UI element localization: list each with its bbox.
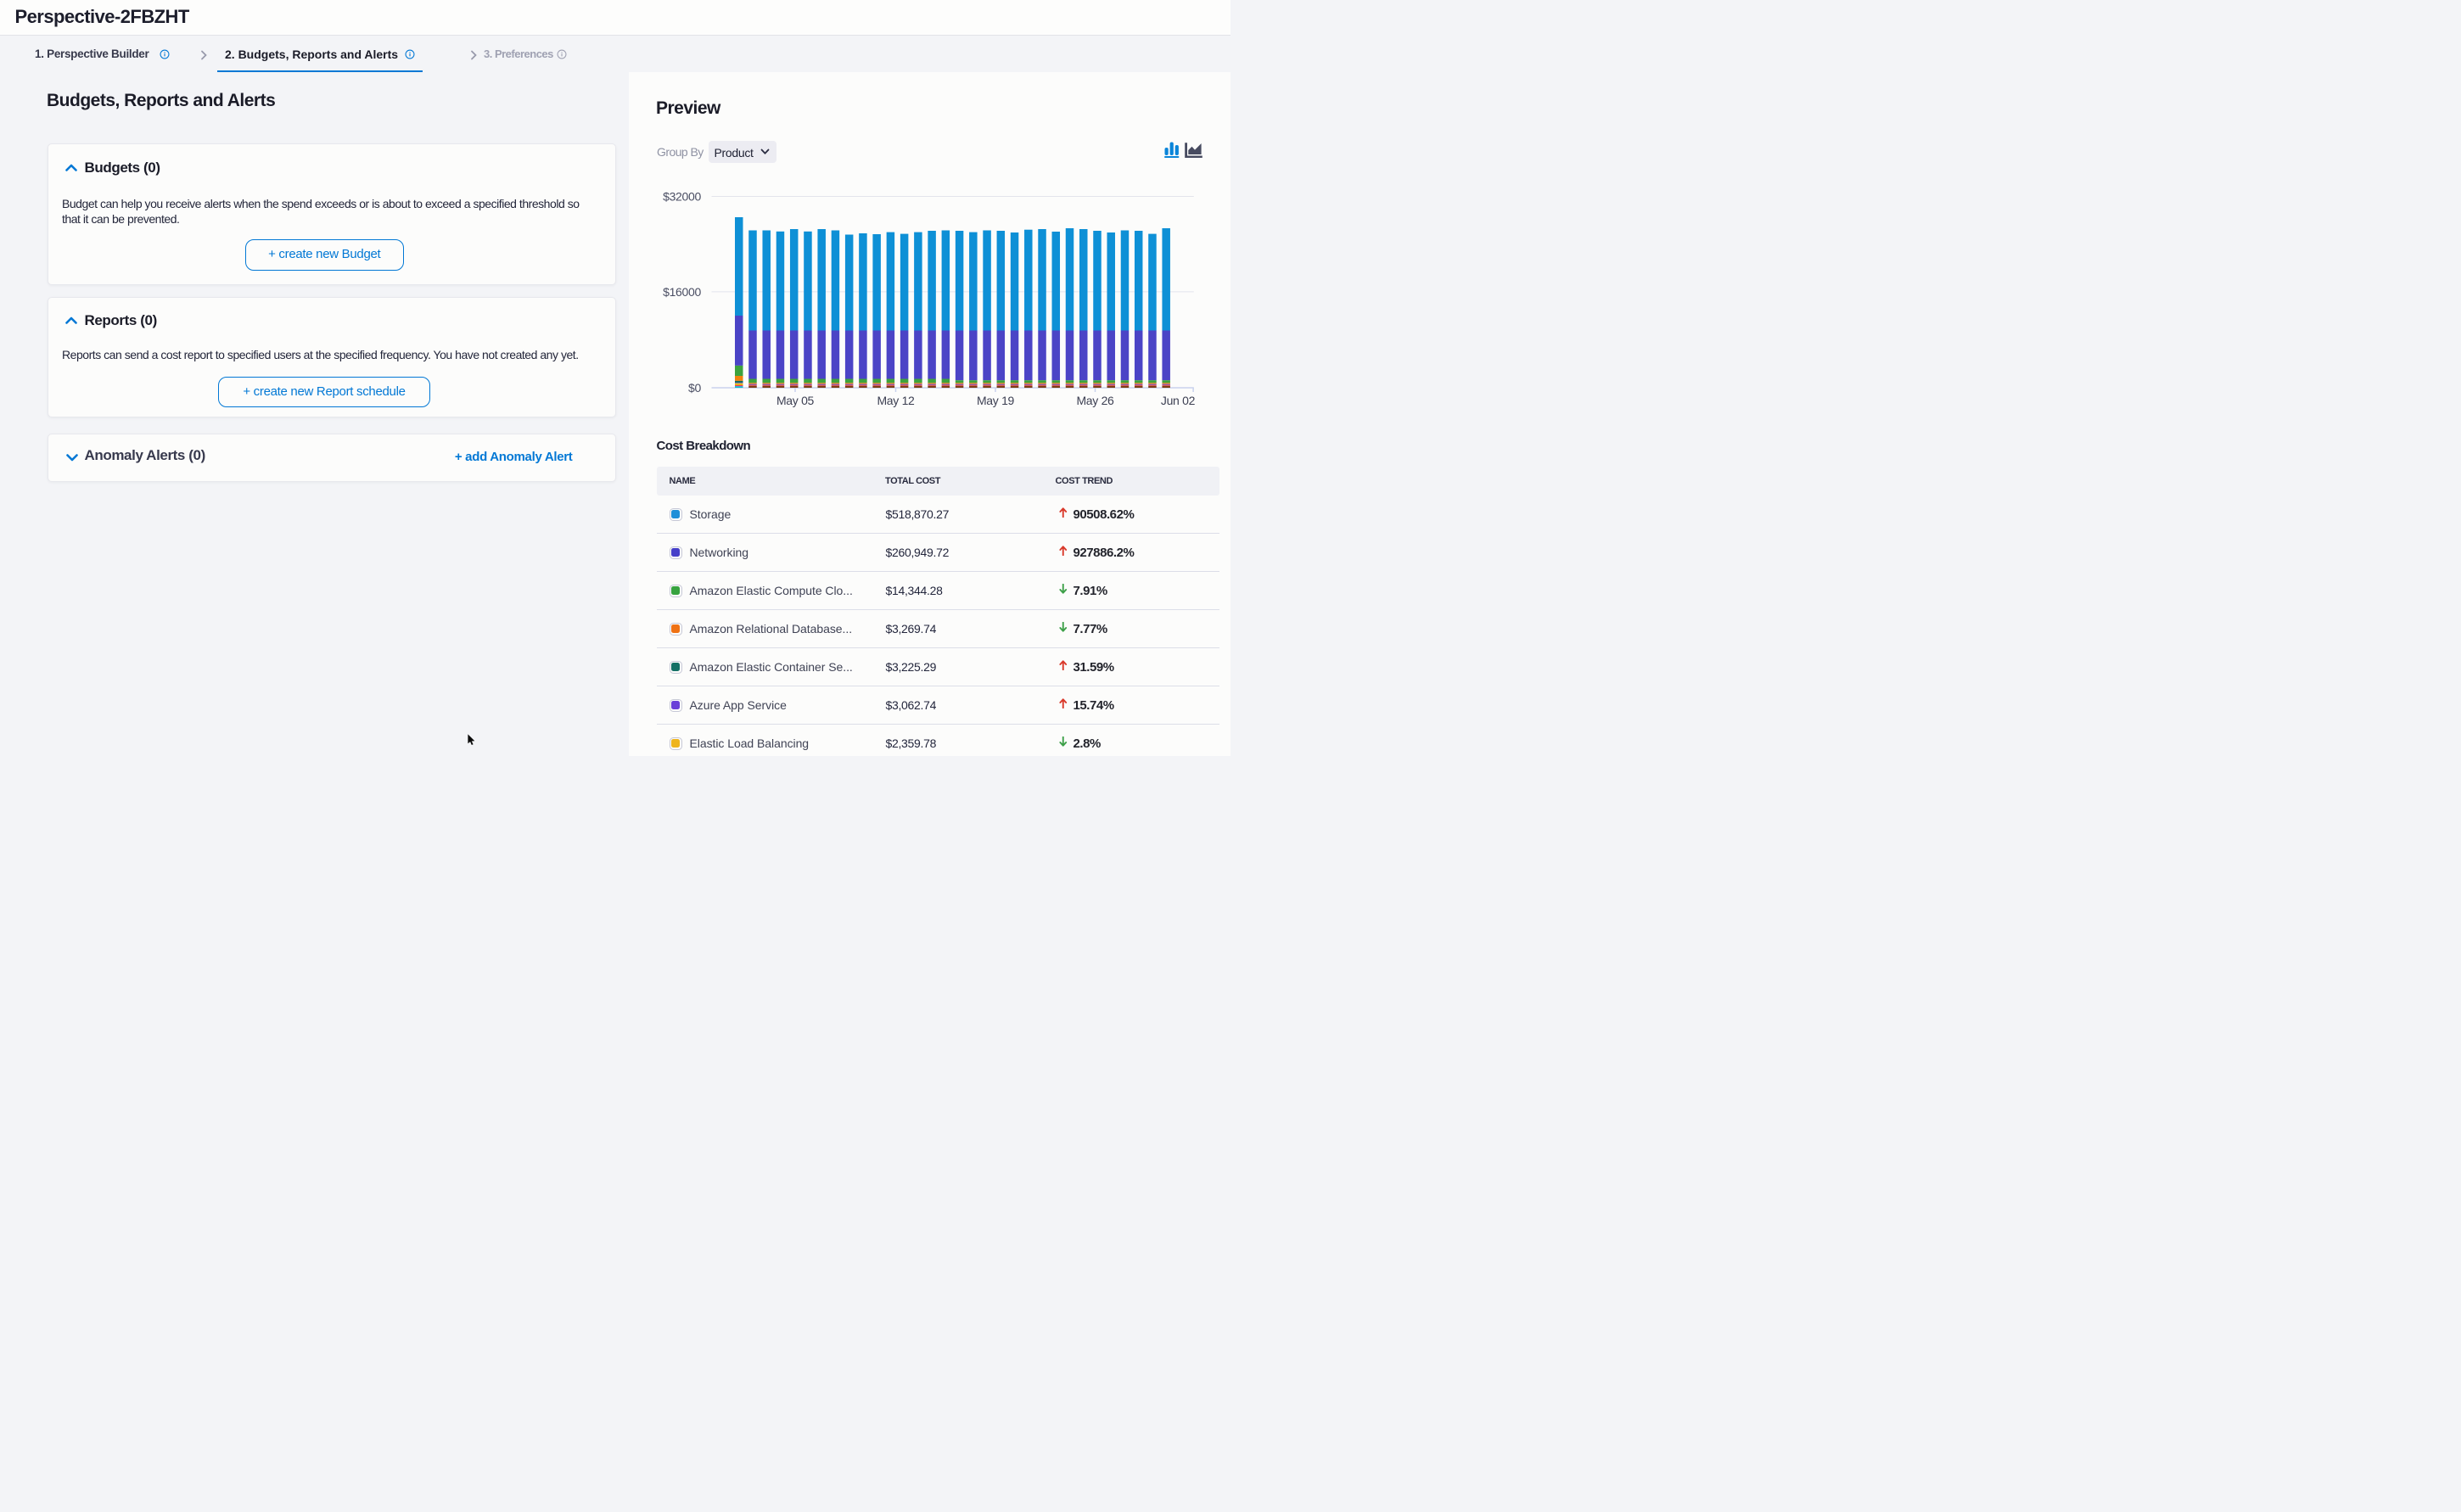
svg-text:$32000: $32000 [663, 190, 701, 204]
svg-text:May 05: May 05 [776, 394, 815, 407]
svg-text:Jun 02: Jun 02 [1161, 394, 1196, 407]
svg-text:$16000: $16000 [663, 285, 701, 299]
svg-text:$0: $0 [688, 381, 701, 395]
svg-text:May 12: May 12 [877, 394, 915, 407]
svg-text:May 19: May 19 [977, 394, 1015, 407]
svg-text:May 26: May 26 [1076, 394, 1114, 407]
